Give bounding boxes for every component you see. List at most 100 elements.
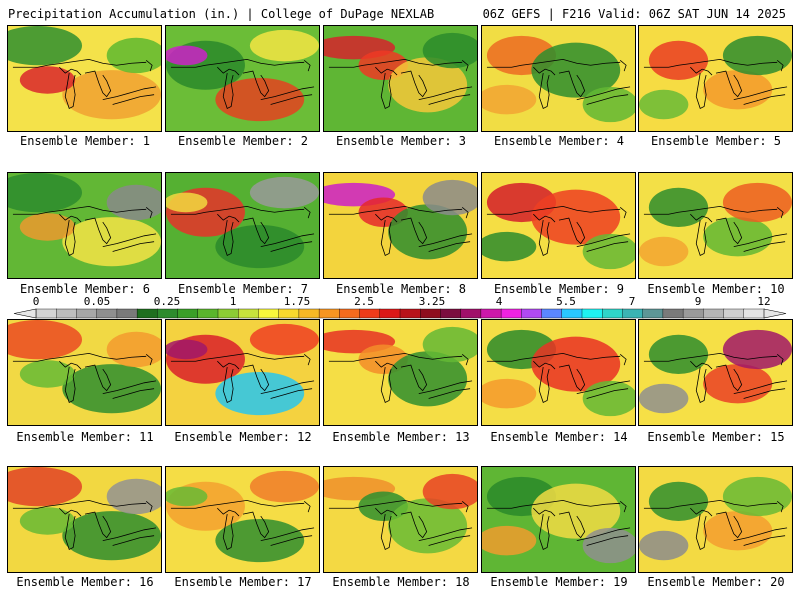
precip-map [166, 320, 319, 425]
colorbar-segment [177, 308, 199, 319]
precip-region [388, 351, 468, 407]
colorbar: 0 0.05 0.25 1 1.75 2.5 3.25 4 5.5 7 9 12 [0, 296, 800, 320]
colorbar-tick-label: 0.05 [83, 295, 111, 308]
ensemble-member-map [481, 319, 636, 426]
precip-region [531, 189, 621, 245]
colorbar-segment [521, 308, 543, 319]
colorbar-labels: 0 0.05 0.25 1 1.75 2.5 3.25 4 5.5 7 9 12 [0, 296, 800, 308]
great-lakes-outline [643, 499, 788, 550]
precip-map [639, 467, 792, 572]
colorbar-tick-label: 4 [495, 295, 503, 308]
precip-region [703, 70, 773, 110]
precip-region [722, 35, 792, 76]
great-lakes-outline [643, 58, 788, 109]
ensemble-member-caption: Ensemble Member: 2 [177, 134, 309, 148]
chart-header: Precipitation Accumulation (in.) | Colle… [0, 0, 800, 24]
precip-map [482, 467, 635, 572]
great-lakes-outline [486, 58, 631, 109]
precip-map [639, 26, 792, 131]
precip-region [106, 37, 161, 74]
ensemble-member-caption: Ensemble Member: 18 [332, 575, 470, 589]
great-lakes-outline [12, 58, 157, 109]
precip-map [8, 173, 161, 278]
precip-region [249, 470, 319, 503]
colorbar-tick-label: 3.25 [418, 295, 446, 308]
colorbar-segment [500, 308, 523, 319]
precip-region [62, 217, 161, 267]
precip-region [648, 334, 709, 374]
precip-region [19, 213, 76, 241]
precip-region [19, 360, 76, 388]
precip-region [531, 42, 621, 98]
precip-region [482, 231, 537, 262]
precip-region [639, 383, 689, 414]
colorbar-segment [602, 308, 624, 319]
precip-region [106, 331, 161, 368]
ensemble-member-caption: Ensemble Member: 5 [650, 134, 782, 148]
great-lakes-outline [643, 205, 788, 256]
colorbar-segment [116, 308, 138, 319]
precip-region [639, 236, 689, 267]
colorbar-segment [541, 308, 563, 319]
ensemble-member-map [165, 319, 320, 426]
precip-region [722, 329, 792, 370]
ensemble-member-caption: Ensemble Member: 17 [174, 575, 312, 589]
precip-region [703, 511, 773, 551]
precip-region [648, 187, 709, 227]
precip-map [166, 26, 319, 131]
colorbar-tick-label: 2.5 [354, 295, 374, 308]
precip-map [8, 467, 161, 572]
colorbar-max-arrow [763, 308, 787, 319]
ensemble-member-map [323, 172, 478, 279]
colorbar-segment [258, 308, 280, 319]
precip-region [703, 364, 773, 404]
colorbar-segment [399, 308, 421, 319]
great-lakes-outline [328, 352, 473, 403]
great-lakes-outline [170, 205, 315, 256]
precip-region [422, 179, 477, 216]
great-lakes-outline [328, 58, 473, 109]
colorbar-segment [420, 308, 442, 319]
ensemble-member-caption: Ensemble Member: 16 [16, 575, 154, 589]
colorbar-segment [278, 308, 300, 319]
ensemble-member-map [7, 466, 162, 573]
colorbar-segment [581, 308, 603, 319]
colorbar-segment [460, 308, 482, 319]
precip-region [62, 511, 161, 561]
precip-region [422, 473, 477, 510]
colorbar-segment [318, 308, 341, 319]
ensemble-member-caption: Ensemble Member: 15 [647, 430, 785, 444]
precip-region [388, 498, 468, 554]
ensemble-member-caption: Ensemble Member: 6 [19, 282, 151, 296]
precip-region [388, 57, 468, 113]
ensemble-member-map [638, 25, 793, 132]
precip-region [482, 378, 537, 409]
precip-region [482, 84, 537, 115]
ensemble-member-caption: Ensemble Member: 4 [493, 134, 625, 148]
precip-region [62, 364, 161, 414]
precip-region [249, 323, 319, 356]
precip-region [388, 204, 468, 260]
great-lakes-outline [643, 352, 788, 403]
precip-region [8, 26, 83, 66]
colorbar-segment [238, 308, 260, 319]
ensemble-member-caption: Ensemble Member: 8 [335, 282, 467, 296]
precip-region [422, 32, 477, 69]
colorbar-tick-label: 12 [757, 295, 771, 308]
product-title: Precipitation Accumulation (in.) | Colle… [8, 7, 435, 21]
colorbar-tick-label: 0.25 [153, 295, 181, 308]
precip-region [166, 45, 208, 66]
ensemble-member-map [638, 319, 793, 426]
precip-map [8, 320, 161, 425]
precip-region [722, 182, 792, 223]
precip-region [8, 173, 83, 213]
precip-region [106, 184, 161, 221]
precip-map [324, 26, 477, 131]
precip-region [106, 478, 161, 515]
precip-map [639, 320, 792, 425]
ensemble-member-caption: Ensemble Member: 12 [174, 430, 312, 444]
precip-region [215, 519, 305, 563]
colorbar-segment [622, 308, 644, 319]
colorbar-segment [682, 308, 705, 319]
precip-region [531, 336, 621, 392]
